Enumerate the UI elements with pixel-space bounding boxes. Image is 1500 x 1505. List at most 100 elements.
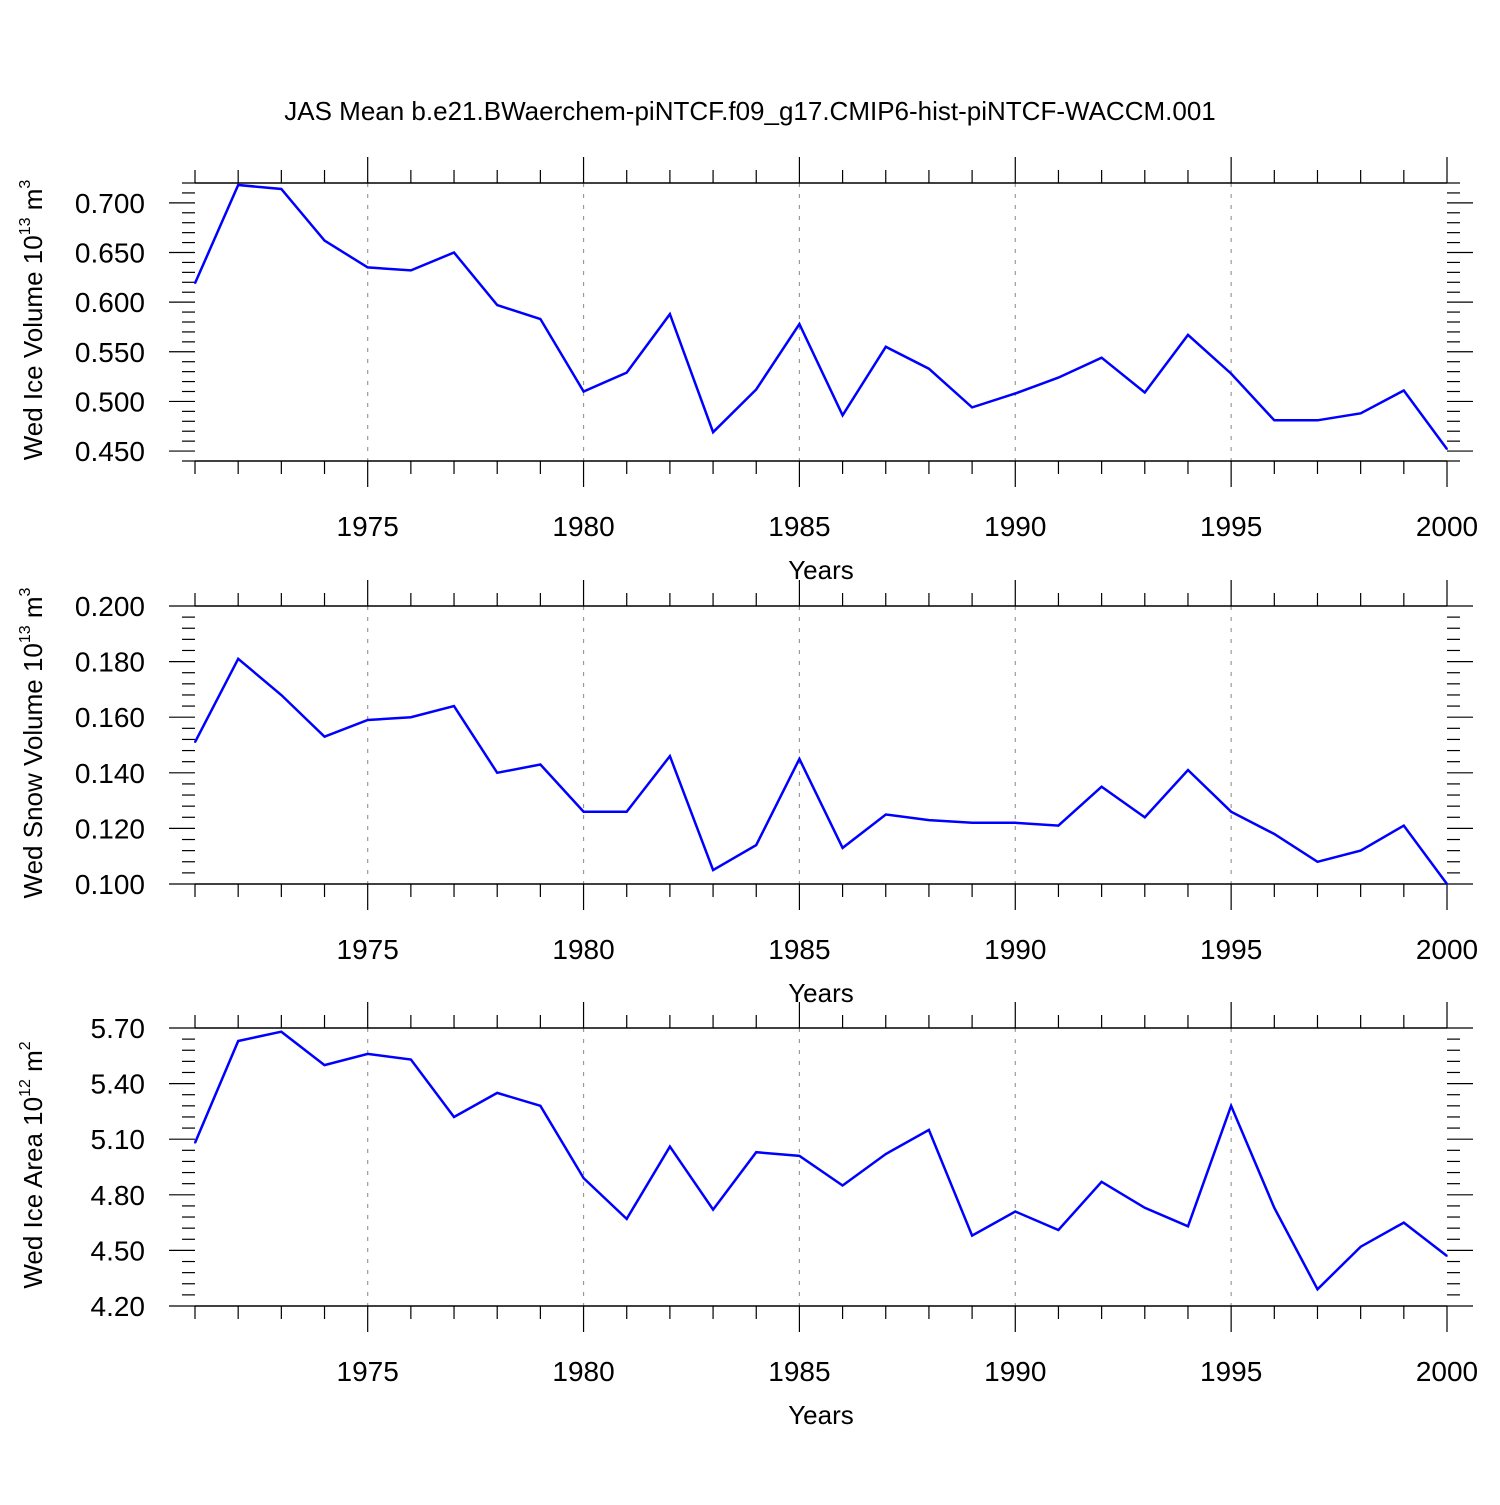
y-axis-title-unit-exponent: 3 <box>17 180 34 189</box>
data-point <box>410 1058 412 1061</box>
y-tick-label: 0.100 <box>75 869 145 900</box>
data-point <box>755 1151 758 1153</box>
x-tick-label: 1995 <box>1200 511 1262 542</box>
x-tick-label: 1985 <box>768 934 830 965</box>
data-point <box>928 819 930 821</box>
data-point <box>237 1040 239 1042</box>
data-point <box>1143 391 1146 394</box>
data-point <box>798 323 801 325</box>
y-tick-label: 5.70 <box>91 1013 146 1044</box>
data-point <box>323 735 326 738</box>
data-point <box>1359 849 1362 852</box>
data-point <box>884 1153 887 1155</box>
data-point <box>323 239 326 242</box>
data-point <box>194 1142 196 1144</box>
data-point <box>1230 1105 1232 1107</box>
x-tick-label: 1980 <box>552 934 614 965</box>
y-axis-title-exponent: 12 <box>17 1079 34 1097</box>
data-point <box>1057 1229 1060 1231</box>
x-tick-label: 1990 <box>984 511 1046 542</box>
series-line-1 <box>193 1030 1448 1292</box>
data-point <box>625 1218 628 1220</box>
y-axis-title-main: Wed Ice Volume 10 <box>18 235 48 460</box>
data-point <box>410 269 412 272</box>
data-point <box>1187 769 1189 771</box>
x-tick-label: 1990 <box>984 1356 1046 1387</box>
y-axis-title-unit: m <box>18 596 48 625</box>
data-point <box>1446 448 1448 450</box>
data-point <box>1446 883 1448 885</box>
chart-panel-1: 1975 1980 1985 1990 1995 2000 0.450 0.500 0.550 0… <box>17 157 1478 585</box>
data-point <box>539 763 542 766</box>
data-point <box>1230 810 1232 813</box>
data-point <box>1403 824 1405 827</box>
data-point <box>971 1234 973 1237</box>
data-point <box>453 1116 455 1118</box>
data-point <box>669 1145 671 1148</box>
data-point <box>1143 816 1146 819</box>
data-point <box>366 719 369 721</box>
data-point <box>971 822 973 824</box>
x-tick-label: 1975 <box>337 511 399 542</box>
data-point <box>1187 1225 1189 1228</box>
y-tick-label: 5.10 <box>91 1124 146 1155</box>
data-point <box>625 810 628 813</box>
data-point <box>496 1092 499 1094</box>
data-point <box>1403 389 1405 392</box>
y-tick-label: 0.500 <box>75 386 145 417</box>
data-point <box>323 1064 326 1066</box>
data-point <box>1100 1181 1103 1183</box>
x-tick-label: 1995 <box>1200 934 1262 965</box>
x-tick-label: 2000 <box>1416 934 1478 965</box>
chart-panel-2: 1975 1980 1985 1990 1995 2000 0.100 0.120 0.140 0… <box>17 580 1478 1008</box>
data-point <box>884 813 887 816</box>
data-point <box>366 266 369 269</box>
x-tick-label: 2000 <box>1416 1356 1478 1387</box>
y-tick-label: 0.200 <box>75 591 145 622</box>
data-point <box>625 371 628 374</box>
y-tick-label: 4.80 <box>91 1180 146 1211</box>
y-axis-title-exponent: 13 <box>17 217 34 235</box>
x-axis-title: Years <box>788 978 854 1008</box>
y-tick-label: 0.120 <box>75 813 145 844</box>
data-point <box>669 755 671 757</box>
x-tick-label: 1980 <box>552 511 614 542</box>
x-tick-label: 1975 <box>337 1356 399 1387</box>
data-point <box>755 844 758 846</box>
data-point <box>582 810 585 813</box>
data-point <box>539 1105 542 1107</box>
data-point <box>539 318 542 320</box>
data-point <box>712 431 714 434</box>
y-tick-label: 0.140 <box>75 758 145 789</box>
y-tick-label: 0.180 <box>75 647 145 678</box>
data-point <box>1057 824 1060 827</box>
data-point <box>1359 1245 1362 1248</box>
x-tick-label: 1990 <box>984 934 1046 965</box>
data-point <box>194 282 196 285</box>
data-point <box>280 1030 283 1033</box>
y-tick-label: 0.650 <box>75 238 145 269</box>
data-point <box>1100 356 1103 359</box>
x-tick-label: 1985 <box>768 511 830 542</box>
y-axis-title: Wed Snow Volume 1013 m3 <box>17 587 48 898</box>
data-point <box>237 184 239 186</box>
data-point <box>841 847 844 849</box>
series-line-1 <box>193 656 1449 885</box>
data-point <box>1446 1255 1448 1257</box>
x-axis-title: Years <box>788 1400 854 1430</box>
data-point <box>884 346 887 348</box>
y-tick-label: 0.160 <box>75 702 145 733</box>
y-axis-title-unit: m <box>18 1050 48 1079</box>
data-point <box>798 1155 801 1157</box>
y-tick-label: 0.550 <box>75 337 145 368</box>
data-point <box>1057 376 1060 379</box>
x-tick-label: 1995 <box>1200 1356 1262 1387</box>
data-point <box>798 758 801 760</box>
data-point <box>928 1129 930 1131</box>
data-point <box>1273 1206 1276 1209</box>
y-axis-title: Wed Ice Volume 1013 m3 <box>17 180 48 461</box>
data-point <box>453 705 455 707</box>
y-axis-title-main: Wed Ice Area 10 <box>18 1097 48 1289</box>
